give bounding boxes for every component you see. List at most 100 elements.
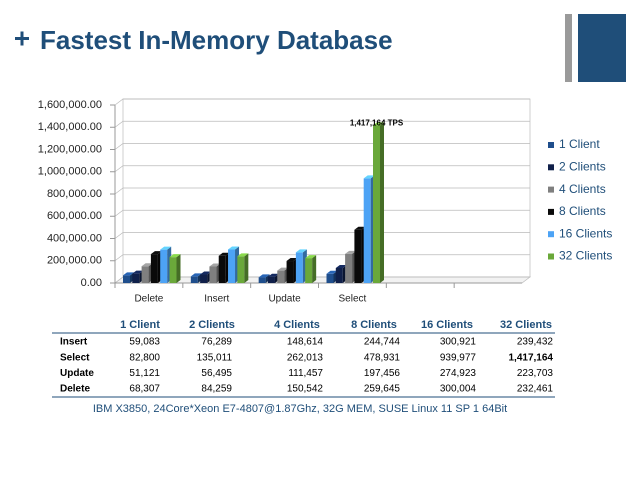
bar-top [141, 263, 153, 267]
bar-top [345, 250, 357, 254]
bar-front [237, 256, 245, 283]
bar-top [209, 263, 221, 267]
x-tick-label: Delete [134, 294, 163, 305]
y-tick-label: 0.00 [81, 277, 102, 289]
x-tick-label: Select [339, 294, 367, 305]
table-cell: 232,461 [517, 384, 554, 395]
grid-line [114, 209, 530, 217]
bar-front [132, 273, 140, 283]
grid-line [114, 120, 530, 128]
bar-front [305, 258, 313, 283]
legend-swatch [548, 231, 554, 238]
bar [305, 255, 317, 283]
bar-top [132, 270, 144, 274]
bar-front [228, 249, 236, 283]
bar-front [277, 270, 285, 283]
y-tick-label: 400,000.00 [47, 232, 102, 244]
bar-top [354, 226, 366, 230]
row-label: Delete [60, 384, 90, 395]
bar-top [123, 272, 134, 276]
grid-line [114, 165, 530, 173]
table-cell: 148,614 [287, 337, 324, 348]
bar-front [123, 275, 130, 283]
bar-top [228, 246, 240, 250]
table-cell: 478,931 [364, 352, 401, 363]
bar-front [363, 178, 371, 283]
table-cell: 259,645 [364, 384, 401, 395]
legend-label: 2 Clients [559, 159, 606, 173]
bar-front [209, 266, 217, 283]
decor-bar [565, 14, 572, 82]
legend-label: 8 Clients [559, 204, 606, 218]
y-tick-label: 1,200,000.00 [38, 143, 102, 155]
row-label: Insert [60, 337, 88, 348]
x-tick-label: Update [268, 294, 301, 305]
table-cell: 51,121 [129, 368, 160, 379]
table-cell: 56,495 [201, 368, 232, 379]
grid-line [114, 143, 530, 150]
y-tick-label: 800,000.00 [47, 188, 102, 200]
table-cell: 84,259 [201, 384, 232, 395]
bar [373, 122, 384, 283]
bar-top [267, 273, 279, 277]
y-tick-label: 600,000.00 [47, 210, 102, 222]
y-tick-label: 1,000,000.00 [38, 166, 102, 178]
bar-front [373, 125, 380, 283]
grid-line [114, 98, 530, 106]
table-cell: 76,289 [201, 337, 232, 348]
bar-top [169, 254, 181, 258]
decor-square [578, 14, 626, 82]
bar-front [218, 255, 226, 283]
bar-top [363, 175, 375, 179]
legend-label: 4 Clients [559, 182, 606, 196]
bar-top [373, 122, 384, 126]
legend-swatch [548, 186, 554, 193]
bar-side [176, 254, 181, 283]
grid-line [114, 254, 530, 262]
slide-title: Fastest In-Memory Database [40, 25, 393, 55]
table-cell: 59,083 [129, 337, 160, 348]
table-header: 8 Clients [351, 319, 397, 331]
y-tick-label: 1,400,000.00 [38, 121, 102, 133]
y-tick-label: 200,000.00 [47, 255, 102, 267]
bar-front [335, 267, 343, 283]
bar-top [295, 249, 307, 253]
grid-line [114, 232, 530, 239]
bar-top [286, 258, 298, 262]
legend-swatch [548, 208, 554, 215]
table-header: 4 Clients [274, 319, 320, 331]
bar-top [190, 273, 202, 277]
bar-front [190, 276, 198, 283]
bar-front [258, 277, 266, 283]
bar-side [244, 253, 249, 283]
bar-front [286, 261, 294, 283]
bar-side [312, 255, 317, 283]
row-label: Select [60, 352, 90, 363]
bar-front [200, 274, 208, 283]
legend-label: 16 Clients [559, 226, 612, 240]
bar-front [345, 253, 353, 283]
bar-top [305, 255, 317, 259]
bar [237, 253, 249, 283]
table-cell: 1,417,164 [509, 352, 554, 363]
bar [169, 254, 181, 283]
table-cell: 223,703 [517, 368, 554, 379]
table-cell: 82,800 [129, 352, 160, 363]
table-cell: 274,923 [440, 368, 477, 379]
table-header: 2 Clients [189, 319, 235, 331]
bar-front [141, 266, 149, 283]
table-cell: 939,977 [440, 352, 477, 363]
bar-top [335, 264, 347, 268]
table-cell: 135,011 [197, 352, 233, 363]
bar-front [326, 273, 334, 283]
table-cell: 262,013 [287, 352, 324, 363]
legend-label: 32 Clients [559, 249, 612, 263]
bar-top [160, 246, 172, 250]
row-label: Update [60, 368, 94, 379]
table-cell: 239,432 [517, 337, 554, 348]
table-header: 1 Client [120, 319, 160, 331]
footer: IBM X3850, 24Core*Xeon E7-4807@1.87Ghz, … [93, 403, 507, 415]
table-cell: 300,921 [440, 337, 477, 348]
table-cell: 197,456 [364, 368, 401, 379]
legend-swatch [548, 253, 554, 260]
